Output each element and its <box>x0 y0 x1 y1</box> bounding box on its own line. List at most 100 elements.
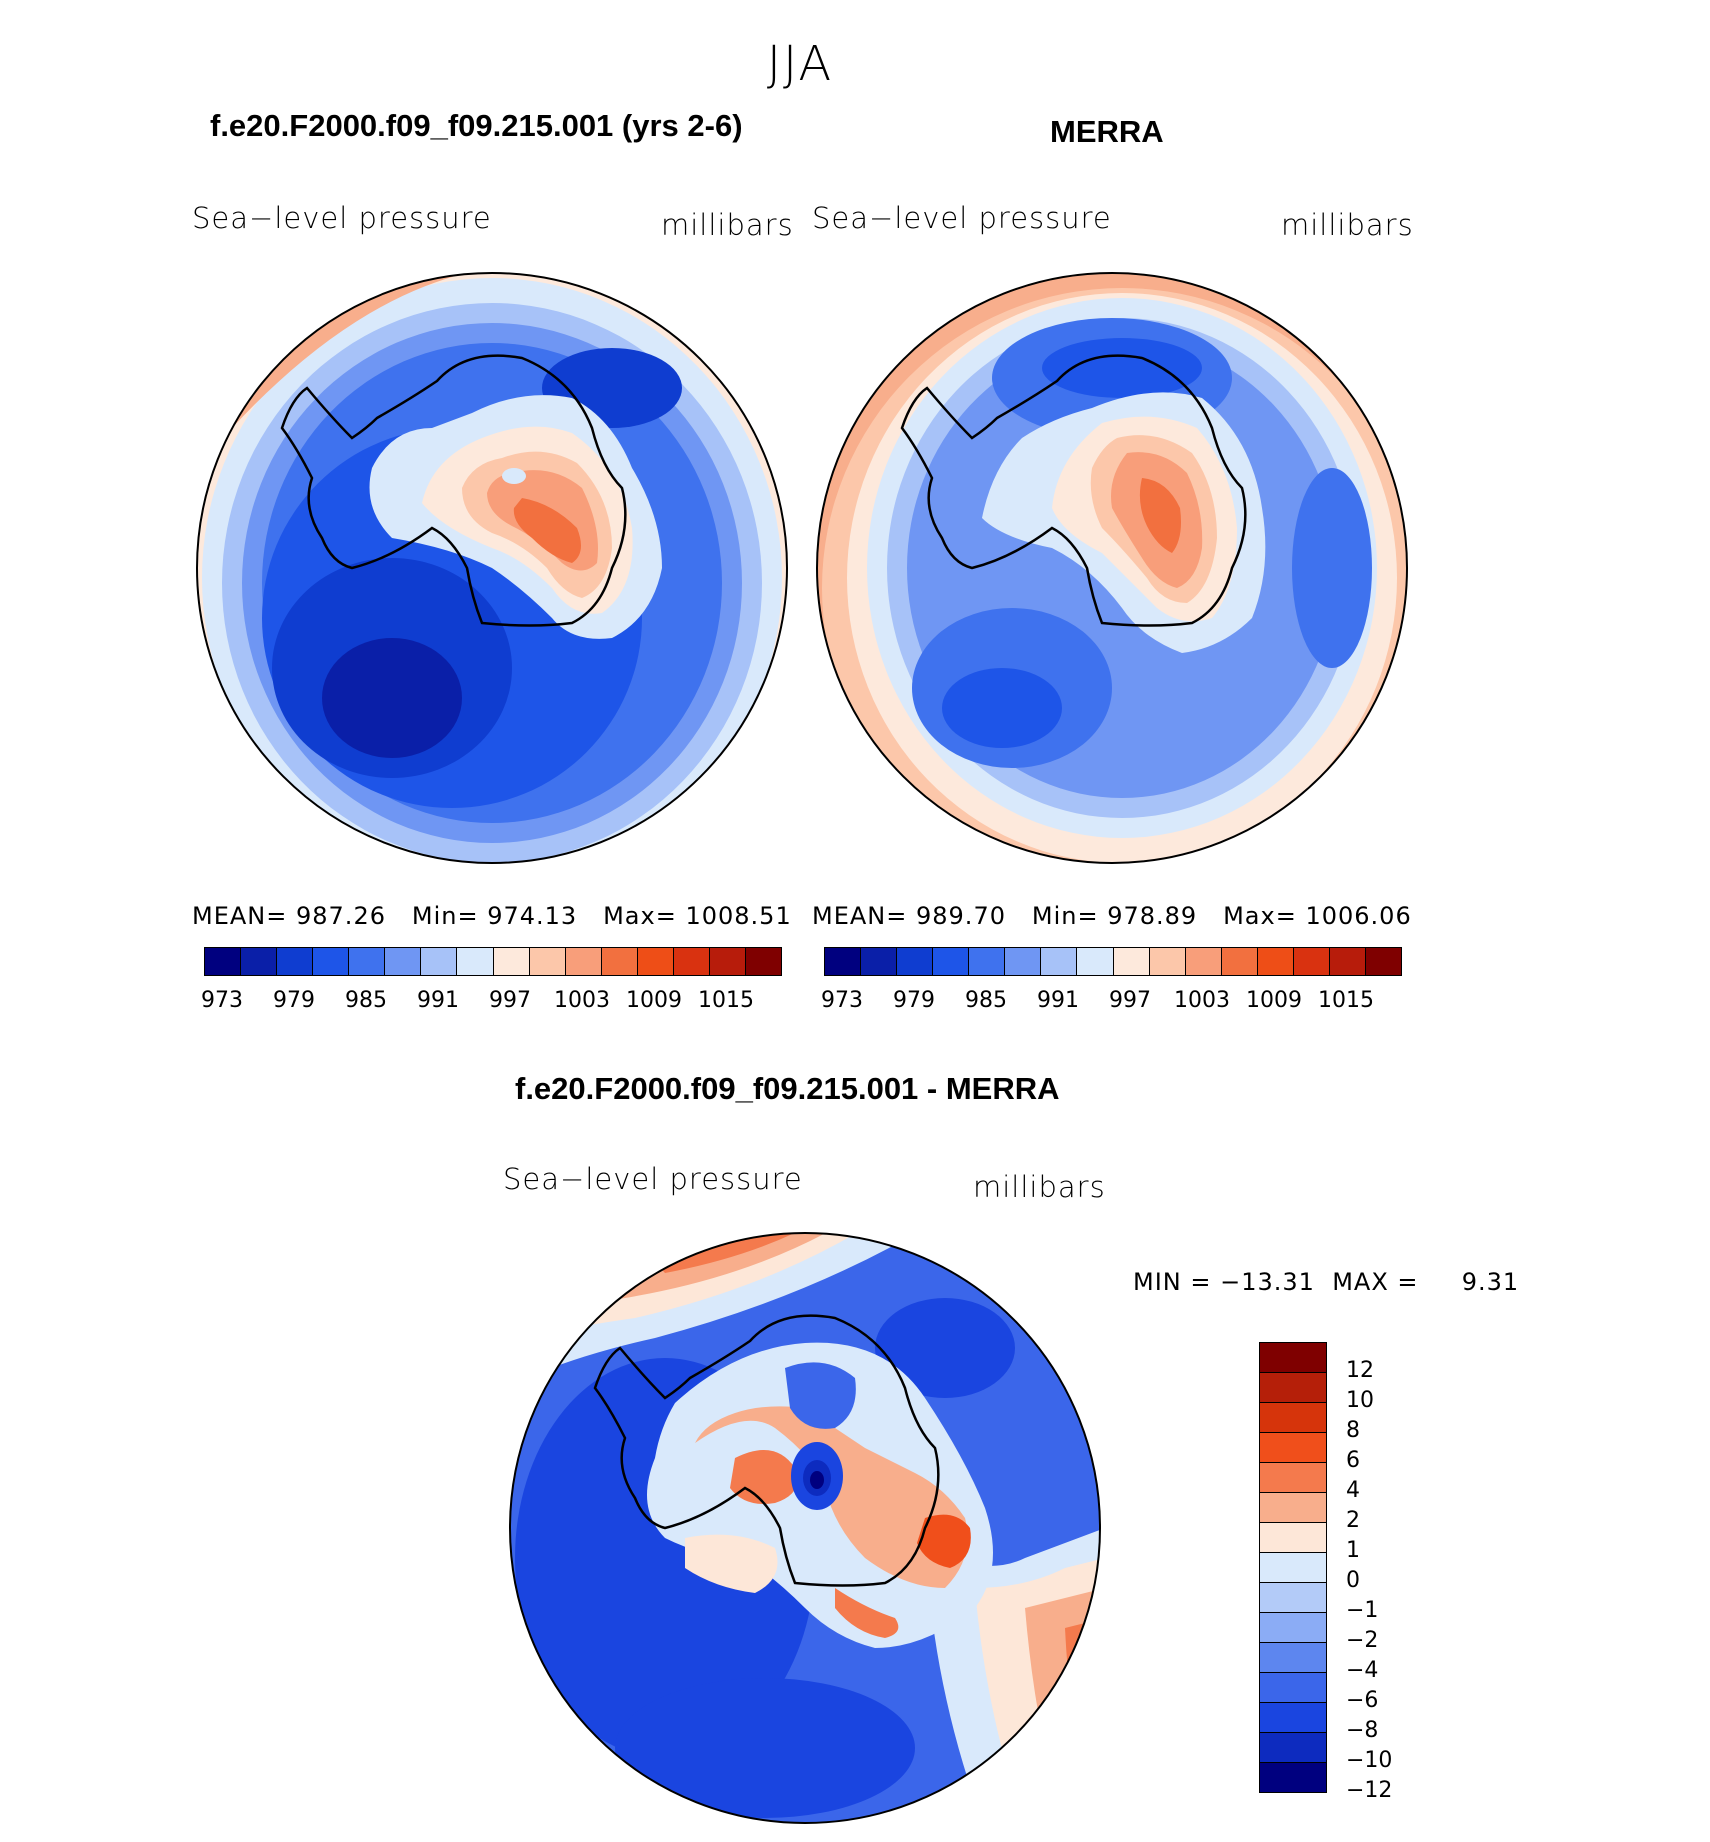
panel2-colorbar-swatch <box>1221 948 1258 975</box>
panel3-colorbar-label: −4 <box>1346 1658 1379 1683</box>
panel1-colorbar-swatch <box>349 948 386 975</box>
panel3-colorbar-label: −1 <box>1346 1598 1379 1623</box>
panel2-colorbar-swatch <box>1329 948 1366 975</box>
panel3-colorbar-label: −10 <box>1346 1748 1393 1773</box>
panel1-colorbar-labels: 973 979 985 991 997 1003 1009 1015 <box>201 988 780 1018</box>
panel2-colorbar-labels: 973 979 985 991 997 1003 1009 1015 <box>821 988 1400 1018</box>
panel3-colorbar-label: −2 <box>1346 1628 1379 1653</box>
panel1-colorbar-swatch <box>565 948 602 975</box>
panel2-colorbar-swatch <box>969 948 1006 975</box>
panel2-colorbar-swatch <box>1185 948 1222 975</box>
panel1-colorbar-swatch <box>673 948 710 975</box>
panel3-colorbar-swatch <box>1260 1643 1326 1673</box>
panel2-colorbar-label: 997 <box>1109 988 1151 1013</box>
panel2-title: MERRA <box>1050 114 1164 149</box>
panel2-stats: MEAN= 989.70 Min= 978.89 Max= 1006.06 <box>812 902 1412 930</box>
panel3-colorbar-label: 0 <box>1346 1568 1360 1593</box>
panel2-mean: 989.70 <box>916 902 1006 930</box>
panel1-variable-label: Sea−level pressure <box>192 201 492 235</box>
panel3-stats: MIN = −13.31 MAX = 9.31 <box>1133 1268 1520 1296</box>
panel3-colorbar-swatch <box>1260 1343 1326 1373</box>
panel2-units-label: millibars <box>1281 208 1414 242</box>
panel1-colorbar-swatch <box>385 948 422 975</box>
panel3-colorbar-swatch <box>1260 1403 1326 1433</box>
panel2-variable-label: Sea−level pressure <box>812 201 1112 235</box>
panel1-colorbar-swatch <box>277 948 314 975</box>
panel1-colorbar-swatch <box>637 948 674 975</box>
panel1-max: 1008.51 <box>685 902 792 930</box>
panel2-colorbar-swatch <box>861 948 898 975</box>
panel2-colorbar-swatch <box>1041 948 1078 975</box>
panel1-colorbar-label: 997 <box>489 988 531 1013</box>
panel1-colorbar-swatch <box>205 948 242 975</box>
panel2-colorbar-swatch <box>1077 948 1114 975</box>
panel1-mean: 987.26 <box>296 902 386 930</box>
panel3-colorbar-label: 1 <box>1346 1538 1360 1563</box>
panel2-colorbar-swatch <box>933 948 970 975</box>
panel2-colorbar-swatch <box>1365 948 1401 975</box>
panel2-colorbar-swatch <box>1005 948 1042 975</box>
panel2-colorbar <box>824 947 1402 976</box>
panel1-min: 974.13 <box>487 902 578 930</box>
panel3-colorbar-label: 8 <box>1346 1418 1360 1443</box>
panel3-colorbar-labels: 12 10 8 6 4 2 1 0 −1 −2 −4 −6 −8 −10 −12 <box>1346 1342 1426 1842</box>
panel1-colorbar-swatch <box>241 948 278 975</box>
panel1-colorbar-label: 1009 <box>626 988 682 1013</box>
panel2-colorbar-swatch <box>1257 948 1294 975</box>
panel3-colorbar-swatch <box>1260 1733 1326 1763</box>
panel1-colorbar-label: 979 <box>273 988 315 1013</box>
panel3-colorbar-label: 6 <box>1346 1448 1360 1473</box>
panel1-title: f.e20.F2000.f09_f09.215.001 (yrs 2-6) <box>210 108 743 143</box>
panel3-colorbar-swatch <box>1260 1553 1326 1583</box>
panel3-colorbar-label: 2 <box>1346 1508 1360 1533</box>
panel3-units-label: millibars <box>973 1170 1106 1204</box>
figure-supertitle: JJA <box>766 36 834 92</box>
panel1-colorbar-swatch <box>313 948 350 975</box>
panel3-title: f.e20.F2000.f09_f09.215.001 - MERRA <box>515 1071 1060 1106</box>
panel3-polar-map <box>509 1232 1101 1824</box>
panel3-colorbar-swatch <box>1260 1673 1326 1703</box>
panel1-colorbar-swatch <box>421 948 458 975</box>
panel1-colorbar-swatch <box>457 948 494 975</box>
panel1-stats: MEAN= 987.26 Min= 974.13 Max= 1008.51 <box>192 902 792 930</box>
panel3-colorbar <box>1259 1342 1327 1793</box>
panel1-colorbar-swatch <box>745 948 781 975</box>
panel2-min: 978.89 <box>1107 902 1198 930</box>
panel3-colorbar-label: −12 <box>1346 1778 1393 1803</box>
panel3-colorbar-swatch <box>1260 1373 1326 1403</box>
panel1-colorbar-swatch <box>601 948 638 975</box>
panel2-colorbar-label: 1015 <box>1318 988 1374 1013</box>
panel1-colorbar-label: 1003 <box>554 988 610 1013</box>
panel2-colorbar-swatch <box>825 948 862 975</box>
panel3-colorbar-swatch <box>1260 1493 1326 1523</box>
panel3-colorbar-label: 4 <box>1346 1478 1360 1503</box>
panel1-colorbar-label: 1015 <box>698 988 754 1013</box>
panel2-colorbar-swatch <box>1149 948 1186 975</box>
panel2-colorbar-label: 1009 <box>1246 988 1302 1013</box>
panel3-colorbar-swatch <box>1260 1523 1326 1553</box>
panel3-variable-label: Sea−level pressure <box>503 1162 803 1196</box>
panel3-colorbar-swatch <box>1260 1463 1326 1493</box>
panel1-units-label: millibars <box>661 208 794 242</box>
panel3-colorbar-swatch <box>1260 1703 1326 1733</box>
panel3-colorbar-label: 10 <box>1346 1388 1374 1413</box>
panel1-colorbar <box>204 947 782 976</box>
panel2-colorbar-swatch <box>897 948 934 975</box>
panel2-polar-map <box>816 272 1408 864</box>
panel1-colorbar-swatch <box>529 948 566 975</box>
panel2-colorbar-swatch <box>1293 948 1330 975</box>
panel1-colorbar-label: 973 <box>201 988 243 1013</box>
panel3-colorbar-swatch <box>1260 1763 1326 1792</box>
panel3-min: −13.31 <box>1220 1268 1315 1296</box>
panel3-max: 9.31 <box>1461 1268 1520 1296</box>
panel2-max: 1006.06 <box>1305 902 1412 930</box>
panel1-colorbar-swatch <box>709 948 746 975</box>
panel3-colorbar-swatch <box>1260 1433 1326 1463</box>
panel3-colorbar-label: −8 <box>1346 1718 1379 1743</box>
panel2-colorbar-label: 1003 <box>1174 988 1230 1013</box>
panel3-colorbar-swatch <box>1260 1613 1326 1643</box>
panel3-colorbar-label: 12 <box>1346 1358 1374 1383</box>
panel3-colorbar-label: −6 <box>1346 1688 1379 1713</box>
panel2-colorbar-swatch <box>1113 948 1150 975</box>
panel2-colorbar-label: 991 <box>1037 988 1079 1013</box>
